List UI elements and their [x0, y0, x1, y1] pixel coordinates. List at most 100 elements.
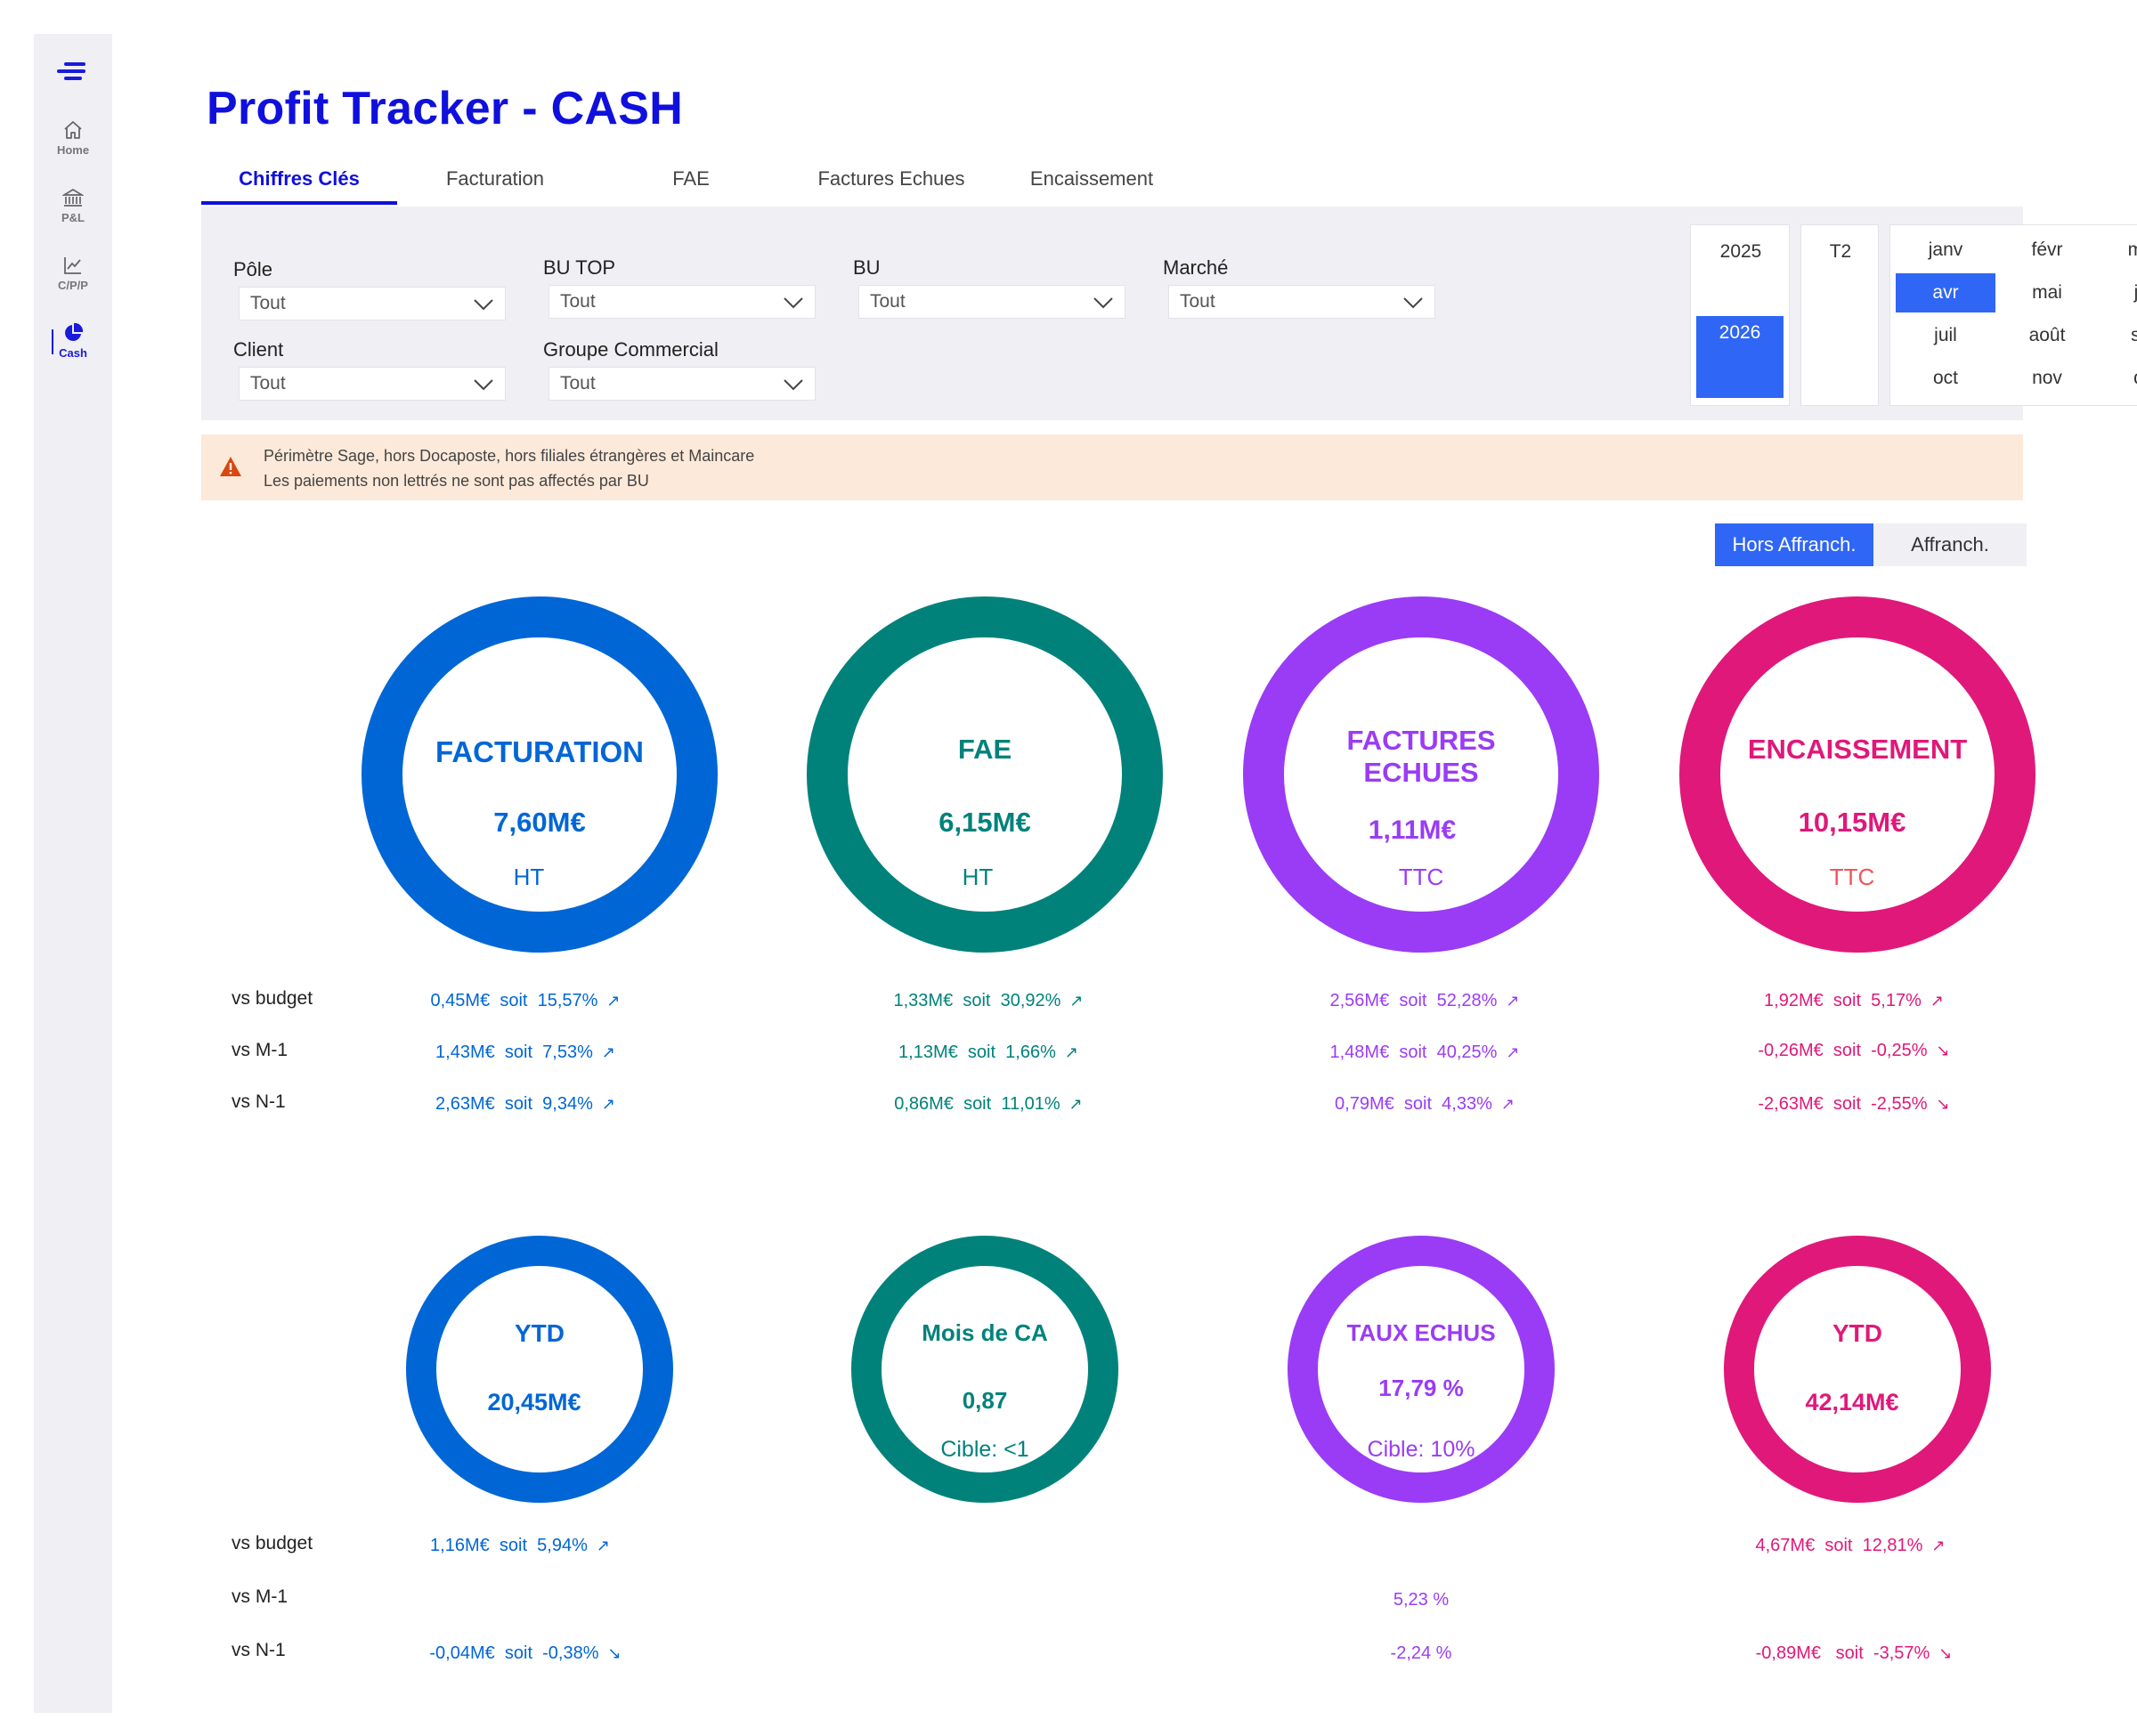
- month-fevr[interactable]: févr: [2031, 239, 2063, 260]
- taux-echus-vs-m1: 5,23 %: [1393, 1590, 1450, 1610]
- hamburger-menu-icon[interactable]: [57, 62, 89, 87]
- kpi-unit: HT: [962, 864, 994, 890]
- row-label-vs-m1: vs M-1: [232, 1586, 288, 1607]
- bu-top-value: Tout: [560, 291, 596, 312]
- client-label: Client: [233, 338, 284, 361]
- sidebar: Home P&L C/P/P Cash: [34, 34, 112, 1713]
- encaissement-vs-budget: 1,92M€ soit 5,17% ↗: [1764, 991, 1944, 1010]
- warning-line-1: Périmètre Sage, hors Docaposte, hors fil…: [264, 447, 755, 465]
- month-dec[interactable]: déc: [2099, 359, 2137, 398]
- arrow-down-icon: ↘: [1938, 1644, 1953, 1662]
- row-label-vs-budget: vs budget: [232, 988, 313, 1009]
- tab-fae[interactable]: FAE: [672, 167, 710, 190]
- encaissement-ring: ENCAISSEMENT 10,15M€ TTC: [1679, 596, 2035, 953]
- arrow-down-icon: ↘: [1936, 1042, 1950, 1059]
- pie-icon: [65, 322, 84, 341]
- filter-panel: Pôle Tout BU TOP Tout BU Tout Marché Tou…: [201, 207, 2137, 420]
- month-oct[interactable]: oct: [1932, 368, 1958, 388]
- hors-affranch-button[interactable]: Hors Affranch.: [1715, 523, 1873, 566]
- year-slicer: 2025 2026: [1690, 224, 1790, 406]
- marche-value: Tout: [1180, 291, 1215, 312]
- kpi-value: 20,45M€: [487, 1389, 581, 1416]
- bu-select[interactable]: Tout: [858, 285, 1125, 319]
- kpi-unit: TTC: [1398, 864, 1444, 890]
- active-indicator: [52, 329, 53, 354]
- year-2025[interactable]: 2025: [1719, 241, 1762, 262]
- sidebar-item-label: Cash: [59, 346, 87, 360]
- bu-value: Tout: [870, 291, 906, 312]
- bu-label: BU: [853, 256, 881, 279]
- month-mars[interactable]: mars: [2127, 239, 2137, 260]
- taux-echus-ring: TAUX ECHUS 17,79 % Cible: 10%: [1288, 1236, 1555, 1503]
- page-title: Profit Tracker - CASH: [207, 83, 684, 134]
- facturation-ring: FACTURATION 7,60M€ HT: [362, 596, 718, 953]
- bu-top-label: BU TOP: [543, 256, 616, 279]
- month-juil[interactable]: juil: [1934, 325, 1957, 345]
- fae-ring: FAE 6,15M€ HT: [807, 596, 1163, 953]
- kpi-value: 6,15M€: [938, 807, 1031, 838]
- kpi-title: ENCAISSEMENT: [1747, 734, 1968, 765]
- kpi-value: 1,11M€: [1368, 815, 1457, 845]
- kpi-value: 42,14M€: [1805, 1389, 1899, 1416]
- pole-select[interactable]: Tout: [239, 287, 506, 320]
- groupe-commercial-label: Groupe Commercial: [543, 338, 719, 361]
- month-mai[interactable]: mai: [2032, 282, 2062, 303]
- sidebar-item-cash[interactable]: Cash: [34, 322, 112, 360]
- arrow-up-icon: ↗: [1506, 992, 1520, 1010]
- arrow-up-icon: ↗: [601, 1043, 615, 1061]
- chevron-down-icon: [1403, 297, 1423, 309]
- month-janv[interactable]: janv: [1928, 239, 1963, 260]
- kpi-title: YTD: [1832, 1319, 1882, 1347]
- kpi-title: TAUX ECHUS: [1346, 1319, 1496, 1346]
- tab-factures-echues[interactable]: Factures Echues: [817, 167, 965, 190]
- home-icon: [64, 121, 82, 139]
- quarter-t2[interactable]: T2: [1829, 241, 1852, 262]
- bu-top-select[interactable]: Tout: [548, 285, 816, 319]
- affranch-button[interactable]: Affranch.: [1911, 533, 1989, 556]
- month-juin[interactable]: juin: [2133, 282, 2137, 303]
- mois-de-ca-ring: Mois de CA 0,87 Cible: <1: [851, 1236, 1118, 1503]
- tab-chiffres-cles[interactable]: Chiffres Clés: [201, 158, 397, 205]
- arrow-up-icon: ↗: [1931, 1537, 1946, 1554]
- kpi-title-line-2: ECHUES: [1363, 757, 1479, 788]
- factures-echues-vs-n1: 0,79M€ soit 4,33% ↗: [1335, 1094, 1515, 1114]
- month-aout[interactable]: août: [2028, 325, 2066, 345]
- tab-facturation[interactable]: Facturation: [445, 167, 545, 190]
- month-slicer: janv févr mars avr mai juin juil août se…: [1889, 224, 2137, 406]
- ytd-encaissement-ring: YTD 42,14M€: [1724, 1236, 1991, 1503]
- bank-icon: [62, 189, 84, 207]
- sidebar-item-home[interactable]: Home: [34, 119, 112, 157]
- taux-echus-vs-n1: -2,24 %: [1390, 1643, 1452, 1663]
- kpi-value: 0,87: [962, 1387, 1008, 1414]
- groupe-commercial-select[interactable]: Tout: [548, 367, 816, 401]
- fae-vs-budget: 1,33M€ soit 30,92% ↗: [893, 991, 1084, 1010]
- warning-icon: [220, 457, 241, 476]
- marche-select[interactable]: Tout: [1168, 285, 1435, 319]
- kpi-unit: TTC: [1829, 864, 1875, 890]
- kpi-unit: HT: [513, 864, 545, 890]
- facturation-vs-m1: 1,43M€ soit 7,53% ↗: [435, 1042, 615, 1062]
- client-value: Tout: [250, 373, 286, 393]
- encaissement-vs-n1: -2,63M€ soit -2,55% ↘: [1758, 1094, 1950, 1114]
- factures-echues-ring: FACTURES ECHUES 1,11M€ TTC: [1243, 596, 1599, 953]
- client-select[interactable]: Tout: [239, 367, 506, 401]
- ytd-facturation-ring: YTD 20,45M€: [406, 1236, 673, 1503]
- row-label-vs-budget: vs budget: [232, 1533, 313, 1553]
- tab-encaissement[interactable]: Encaissement: [1029, 167, 1154, 190]
- arrow-up-icon: ↗: [1500, 1095, 1515, 1113]
- arrow-up-icon: ↗: [601, 1095, 615, 1113]
- month-nov[interactable]: nov: [2032, 368, 2062, 388]
- ytd-facturation-vs-n1: -0,04M€ soit -0,38% ↘: [429, 1643, 622, 1663]
- kpi-target: Cible: 10%: [1367, 1437, 1475, 1462]
- year-2026[interactable]: 2026: [1696, 316, 1784, 398]
- sidebar-item-cpp[interactable]: C/P/P: [34, 255, 112, 292]
- kpi-title: FACTURATION: [435, 735, 645, 768]
- sidebar-item-pl[interactable]: P&L: [34, 187, 112, 224]
- month-sept[interactable]: sept: [2131, 325, 2137, 345]
- arrow-up-icon: ↗: [1506, 1043, 1520, 1061]
- month-avr[interactable]: avr: [1896, 273, 1995, 312]
- factures-echues-vs-budget: 2,56M€ soit 52,28% ↗: [1329, 991, 1520, 1010]
- kpi-title: FAE: [957, 734, 1012, 765]
- kpi-title: Mois de CA: [922, 1319, 1048, 1346]
- arrow-down-icon: ↘: [1936, 1095, 1950, 1113]
